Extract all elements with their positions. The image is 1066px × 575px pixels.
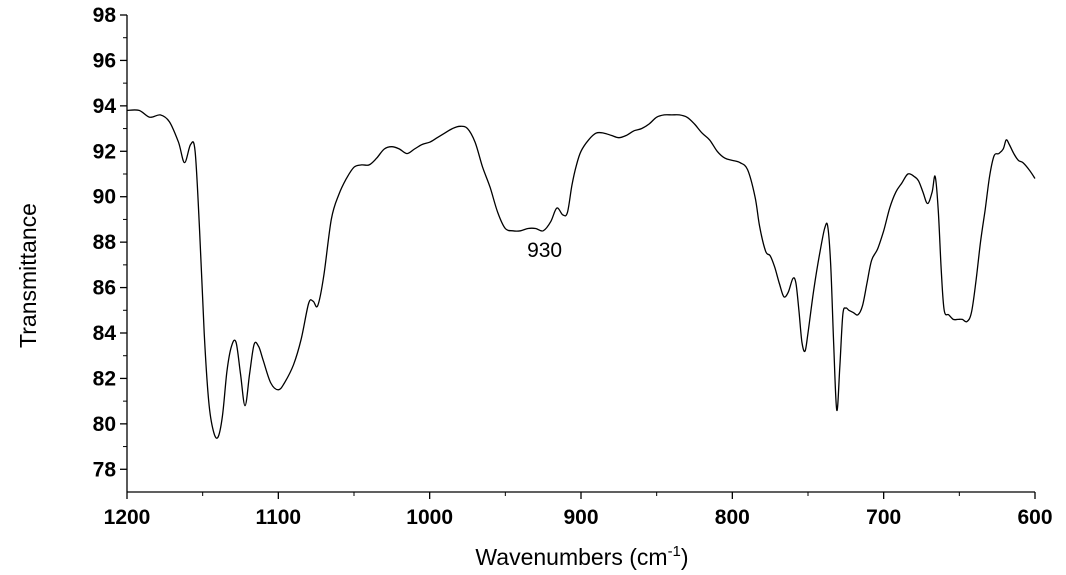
x-tick-label: 1100 xyxy=(256,506,302,529)
y-tick-label: 92 xyxy=(93,140,116,163)
y-tick-label: 86 xyxy=(93,277,116,300)
x-axis-title: Wavenumbers (cm-1) xyxy=(475,543,688,570)
y-axis: 78 80 82 84 86 88 90 92 94 96 98 xyxy=(93,4,128,492)
peak-annotation-930: 930 xyxy=(527,239,562,262)
x-tick-label: 1200 xyxy=(104,506,151,529)
x-tick-label: 600 xyxy=(1017,506,1052,529)
x-axis-title-sup: -1 xyxy=(668,543,681,560)
x-tick-label: 1000 xyxy=(406,506,453,529)
x-tick-label: 800 xyxy=(715,506,750,529)
y-tick-label: 88 xyxy=(93,231,117,254)
y-tick-label: 80 xyxy=(93,413,116,436)
y-tick-label: 78 xyxy=(93,458,117,481)
y-tick-label: 84 xyxy=(93,322,117,345)
x-axis: 1200 1100 1000 900 800 700 600 xyxy=(104,491,1053,529)
x-tick-label: 900 xyxy=(563,506,598,529)
x-tick-label: 700 xyxy=(866,506,901,529)
y-axis-title: Transmittance xyxy=(15,203,41,348)
y-tick-label: 96 xyxy=(93,49,116,72)
y-tick-label: 98 xyxy=(93,4,117,27)
y-tick-label: 90 xyxy=(93,186,116,209)
transmittance-series-line xyxy=(126,109,1036,439)
y-tick-label: 94 xyxy=(93,95,117,118)
x-axis-title-tail: ) xyxy=(681,544,689,570)
x-axis-title-main: Wavenumbers (cm xyxy=(475,544,667,570)
y-tick-label: 82 xyxy=(93,367,116,390)
